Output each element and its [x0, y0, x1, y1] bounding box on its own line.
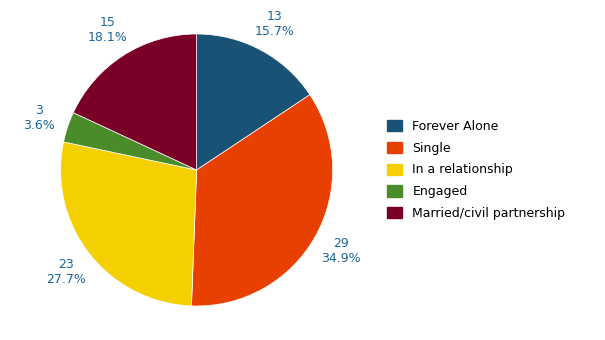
- Legend: Forever Alone, Single, In a relationship, Engaged, Married/civil partnership: Forever Alone, Single, In a relationship…: [387, 120, 566, 220]
- Text: 15
18.1%: 15 18.1%: [88, 16, 127, 44]
- Text: 29
34.9%: 29 34.9%: [321, 237, 361, 265]
- Wedge shape: [64, 113, 197, 170]
- Text: 3
3.6%: 3 3.6%: [24, 104, 55, 132]
- Text: 13
15.7%: 13 15.7%: [255, 10, 295, 38]
- Wedge shape: [197, 34, 310, 170]
- Wedge shape: [73, 34, 197, 170]
- Text: 23
27.7%: 23 27.7%: [46, 258, 86, 286]
- Wedge shape: [191, 95, 333, 306]
- Wedge shape: [60, 142, 197, 306]
